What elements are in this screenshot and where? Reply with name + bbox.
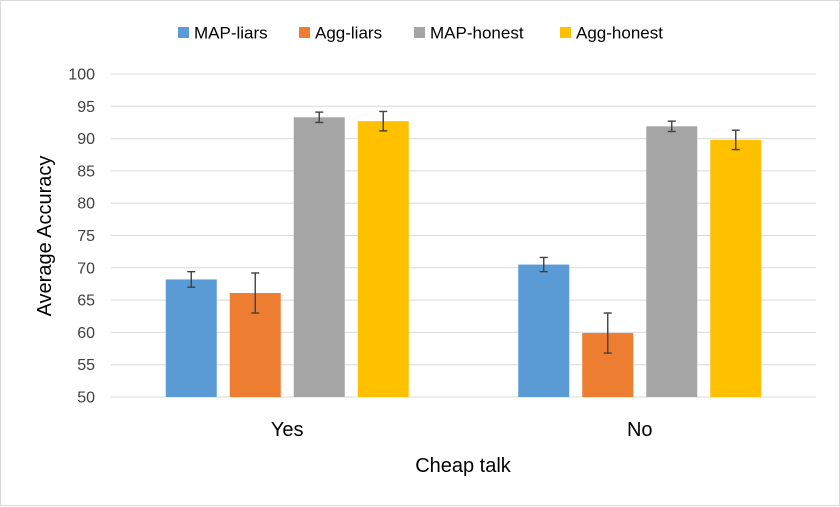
- error-bar-map-liars-no: [539, 256, 548, 273]
- y-tick-label: 55: [77, 357, 95, 374]
- legend-swatch: [178, 27, 189, 38]
- y-tick-label: 50: [77, 390, 95, 407]
- legend-item: Agg-liars: [299, 24, 382, 43]
- x-tick-label: No: [627, 419, 653, 441]
- legend-item: MAP-liars: [178, 24, 268, 43]
- error-bar-agg-honest-no: [731, 129, 740, 151]
- bar-map-honest-yes: [293, 117, 345, 398]
- y-tick-label: 70: [77, 260, 95, 277]
- legend-label: MAP-liars: [194, 24, 268, 43]
- bar-map-honest-no: [646, 126, 698, 398]
- y-tick-label: 75: [77, 228, 95, 245]
- legend-swatch: [299, 27, 310, 38]
- legend-swatch: [414, 27, 425, 38]
- y-tick-label: 90: [77, 131, 95, 148]
- y-tick-label: 100: [68, 67, 95, 84]
- y-axis-ticks: 50 55 60 65 70 75 80 85 90 95 100: [68, 67, 95, 407]
- error-bar-agg-honest-yes: [379, 110, 388, 132]
- x-axis-title: Cheap talk: [415, 455, 512, 477]
- y-tick-label: 95: [77, 99, 95, 116]
- legend: MAP-liars Agg-liars MAP-honest Agg-honest: [178, 24, 663, 43]
- y-tick-label: 65: [77, 293, 95, 310]
- y-axis-title: Average Accuracy: [34, 156, 56, 317]
- bar-map-liars-yes: [165, 279, 217, 397]
- error-bar-map-honest-yes: [315, 111, 324, 124]
- bar-agg-honest-no: [710, 139, 762, 397]
- x-tick-label: Yes: [271, 419, 304, 441]
- legend-item: MAP-honest: [414, 24, 524, 43]
- error-bar-map-honest-no: [667, 120, 676, 133]
- legend-swatch: [560, 27, 571, 38]
- error-bar-agg-liars-yes: [251, 272, 260, 314]
- gridlines: [111, 73, 816, 398]
- y-tick-label: 80: [77, 196, 95, 213]
- error-bar-map-liars-yes: [187, 270, 196, 288]
- bar-map-liars-no: [518, 264, 570, 397]
- y-tick-label: 60: [77, 325, 95, 342]
- y-tick-label: 85: [77, 163, 95, 180]
- x-axis-categories: Yes No: [271, 419, 653, 441]
- legend-label: Agg-honest: [576, 24, 663, 43]
- bar-agg-honest-yes: [357, 121, 409, 398]
- legend-label: Agg-liars: [315, 24, 382, 43]
- error-bars: [187, 110, 740, 354]
- error-bar-agg-liars-no: [603, 312, 612, 354]
- legend-item: Agg-honest: [560, 24, 663, 43]
- legend-label: MAP-honest: [430, 24, 524, 43]
- bars: [165, 117, 762, 398]
